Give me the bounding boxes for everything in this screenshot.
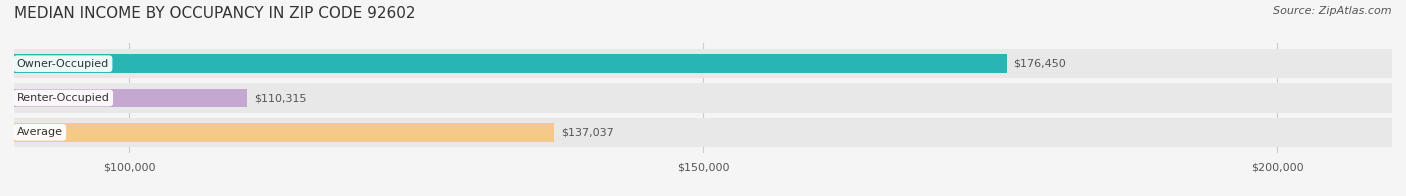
Bar: [14, 83, 1392, 113]
Text: Renter-Occupied: Renter-Occupied: [17, 93, 110, 103]
Text: Owner-Occupied: Owner-Occupied: [17, 59, 110, 69]
Text: Source: ZipAtlas.com: Source: ZipAtlas.com: [1274, 6, 1392, 16]
Bar: [14, 123, 554, 142]
Text: $110,315: $110,315: [254, 93, 307, 103]
Text: MEDIAN INCOME BY OCCUPANCY IN ZIP CODE 92602: MEDIAN INCOME BY OCCUPANCY IN ZIP CODE 9…: [14, 6, 416, 21]
Bar: [14, 54, 1007, 73]
Text: $176,450: $176,450: [1014, 59, 1066, 69]
Text: Average: Average: [17, 127, 63, 137]
Bar: [14, 118, 1392, 147]
Bar: [14, 89, 247, 107]
Bar: [14, 49, 1392, 78]
Text: $137,037: $137,037: [561, 127, 614, 137]
